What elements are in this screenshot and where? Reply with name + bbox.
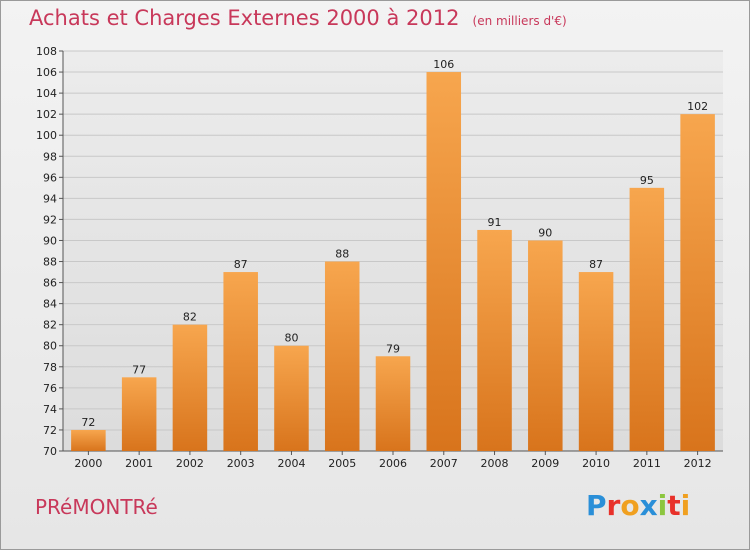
bar-2006 bbox=[375, 356, 411, 451]
chart-title-row: Achats et Charges Externes 2000 à 2012 (… bbox=[29, 6, 567, 30]
x-tick-label: 2006 bbox=[379, 457, 407, 470]
bar-2002 bbox=[172, 324, 208, 451]
x-tick-label: 2012 bbox=[684, 457, 712, 470]
bar-value-label: 91 bbox=[488, 216, 502, 229]
bar-value-label: 79 bbox=[386, 342, 400, 355]
bar-2005 bbox=[324, 261, 360, 451]
x-tick-label: 2003 bbox=[227, 457, 255, 470]
logo-letter: i bbox=[657, 489, 668, 522]
bar-value-label: 72 bbox=[81, 416, 95, 429]
labels: 70 72 74 76 78 80 82 84 86 88 90 92 94 96 98 100 102 104 1… bbox=[36, 45, 712, 470]
logo-letter: x bbox=[639, 489, 658, 522]
bar-2008 bbox=[477, 229, 512, 451]
bar-value-label: 87 bbox=[234, 258, 248, 271]
bar-value-label: 90 bbox=[538, 226, 552, 239]
bar-value-label: 80 bbox=[284, 332, 298, 345]
bar-2012 bbox=[680, 114, 715, 451]
logo-letter: P bbox=[586, 489, 607, 522]
bar-value-label: 82 bbox=[183, 311, 197, 324]
commune-name: PRéMONTRé bbox=[35, 495, 158, 519]
bar-2007 bbox=[426, 72, 462, 451]
x-tick-label: 2004 bbox=[277, 457, 305, 470]
x-tick-label: 2010 bbox=[582, 457, 610, 470]
y-tick-label: 72 bbox=[43, 424, 57, 437]
y-tick-label: 86 bbox=[43, 277, 57, 290]
bar-2001 bbox=[121, 377, 157, 451]
bar-value-label: 106 bbox=[433, 58, 454, 71]
bar-value-label: 95 bbox=[640, 174, 654, 187]
y-tick-label: 90 bbox=[43, 234, 57, 247]
y-tick-label: 100 bbox=[36, 129, 57, 142]
y-tick-label: 106 bbox=[36, 66, 57, 79]
y-tick-label: 102 bbox=[36, 108, 57, 121]
bar-2011 bbox=[629, 187, 665, 451]
y-tick-label: 92 bbox=[43, 213, 57, 226]
x-tick-label: 2002 bbox=[176, 457, 204, 470]
y-tick-label: 70 bbox=[43, 445, 57, 458]
bar-2000 bbox=[71, 429, 106, 451]
bar-value-label: 102 bbox=[687, 100, 708, 113]
logo-letter: r bbox=[606, 489, 621, 522]
bar-2004 bbox=[274, 345, 309, 451]
y-tick-label: 94 bbox=[43, 192, 57, 205]
logo-letter: t bbox=[667, 489, 681, 522]
y-tick-label: 108 bbox=[36, 45, 57, 58]
x-tick-label: 2001 bbox=[125, 457, 153, 470]
y-tick-label: 98 bbox=[43, 150, 57, 163]
y-tick-label: 88 bbox=[43, 256, 57, 269]
chart-title: Achats et Charges Externes 2000 à 2012 bbox=[29, 6, 460, 30]
x-tick-label: 2009 bbox=[531, 457, 559, 470]
bar-2010 bbox=[578, 272, 614, 451]
x-tick-label: 2011 bbox=[633, 457, 661, 470]
logo-letter: i bbox=[680, 489, 691, 522]
y-tick-label: 82 bbox=[43, 319, 57, 332]
y-tick-label: 104 bbox=[36, 87, 57, 100]
x-tick-label: 2008 bbox=[481, 457, 509, 470]
chart-subtitle: (en milliers d'€) bbox=[472, 14, 567, 28]
bar-2003 bbox=[223, 272, 258, 451]
y-tick-label: 80 bbox=[43, 340, 57, 353]
logo-letter: o bbox=[620, 489, 640, 522]
bar-value-label: 87 bbox=[589, 258, 603, 271]
bars bbox=[71, 72, 715, 451]
bar-value-label: 88 bbox=[335, 248, 349, 261]
bar-value-label: 77 bbox=[132, 363, 146, 376]
x-tick-label: 2005 bbox=[328, 457, 356, 470]
bar-2009 bbox=[528, 240, 563, 451]
y-tick-label: 74 bbox=[43, 403, 57, 416]
y-tick-label: 76 bbox=[43, 382, 57, 395]
y-tick-label: 84 bbox=[43, 298, 57, 311]
proxiti-logo[interactable]: Proxiti bbox=[586, 489, 690, 522]
x-tick-label: 2007 bbox=[430, 457, 458, 470]
y-tick-label: 78 bbox=[43, 361, 57, 374]
x-tick-label: 2000 bbox=[74, 457, 102, 470]
y-tick-label: 96 bbox=[43, 171, 57, 184]
